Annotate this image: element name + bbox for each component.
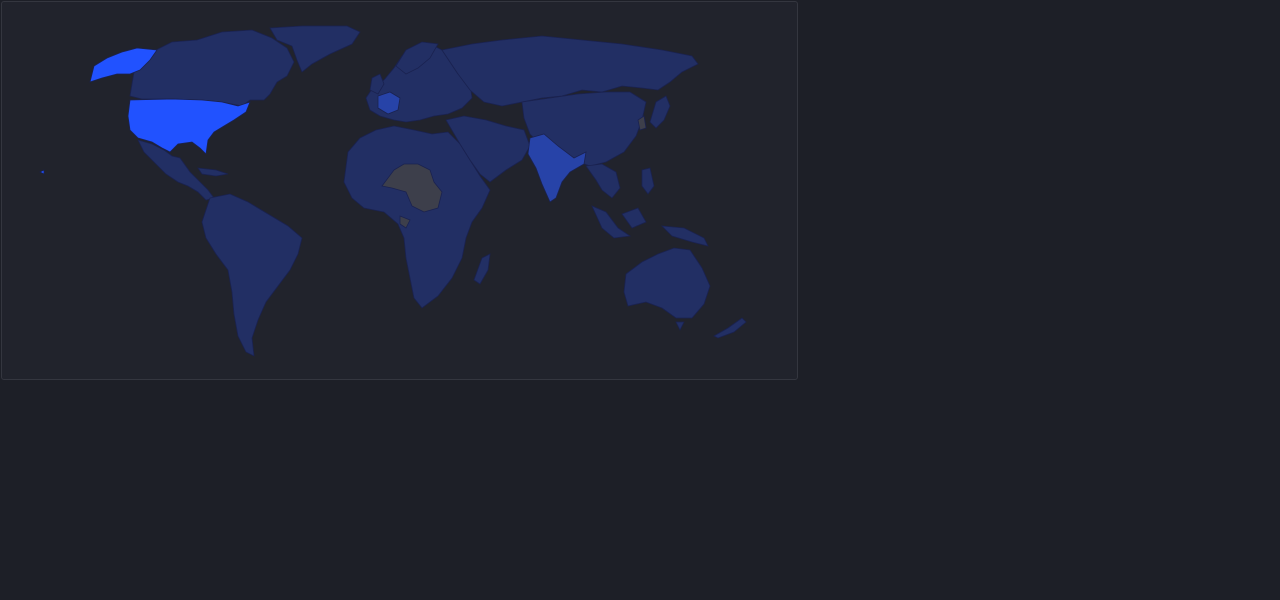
country-japan[interactable] [649,95,671,129]
country-canada[interactable] [129,29,295,107]
country-india[interactable] [527,133,587,203]
country-scandinavia[interactable] [395,41,439,75]
country-tasmania[interactable] [675,321,685,331]
country-philippines[interactable] [641,167,655,195]
country-new-zealand[interactable] [713,317,747,339]
country-australia[interactable] [623,247,711,319]
country-hawaii[interactable] [39,169,45,175]
country-central-africa[interactable] [381,163,443,213]
country-greenland[interactable] [269,25,361,73]
country-caribbean[interactable] [197,167,229,177]
country-south-america[interactable] [201,193,303,357]
country-united-states[interactable] [127,98,251,155]
country-southeast-asia[interactable] [585,163,621,199]
country-madagascar[interactable] [473,253,491,285]
country-indonesia[interactable] [591,205,709,247]
country-russia[interactable] [441,35,699,107]
country-west-africa-nodata[interactable] [399,215,411,229]
country-united-kingdom[interactable] [369,73,385,95]
country-africa[interactable] [343,125,491,309]
country-alaska[interactable] [89,47,158,83]
country-korea[interactable] [637,115,647,131]
world-map [39,25,747,357]
country-middle-east[interactable] [445,115,531,183]
world-map-panel [1,1,798,380]
country-france[interactable] [377,91,401,115]
